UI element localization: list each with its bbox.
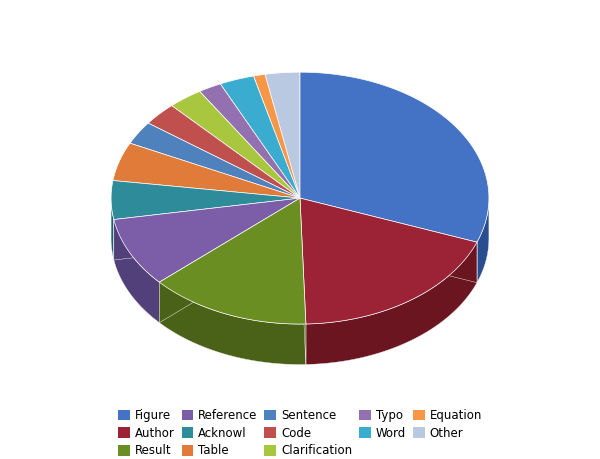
Polygon shape [114,198,300,282]
Polygon shape [160,198,300,323]
Polygon shape [477,199,489,283]
Polygon shape [114,198,300,260]
Polygon shape [113,143,300,198]
Polygon shape [160,198,306,324]
Polygon shape [172,91,300,198]
Polygon shape [160,282,306,364]
Polygon shape [300,198,477,283]
Polygon shape [220,76,300,198]
Polygon shape [111,199,114,260]
Polygon shape [114,198,300,260]
Polygon shape [306,242,477,364]
Ellipse shape [111,112,489,364]
Polygon shape [300,198,306,364]
Polygon shape [300,198,477,283]
Polygon shape [111,180,300,219]
Polygon shape [148,106,300,198]
Polygon shape [253,74,300,198]
Polygon shape [160,198,300,323]
Polygon shape [130,123,300,198]
Polygon shape [300,198,477,324]
Polygon shape [200,84,300,198]
Legend: Figure, Author, Result, Reference, Acknowl, Table, Sentence, Code, Clarification: Figure, Author, Result, Reference, Ackno… [113,404,487,459]
Polygon shape [114,219,160,323]
Polygon shape [265,72,300,198]
Polygon shape [300,72,489,242]
Polygon shape [300,198,306,364]
